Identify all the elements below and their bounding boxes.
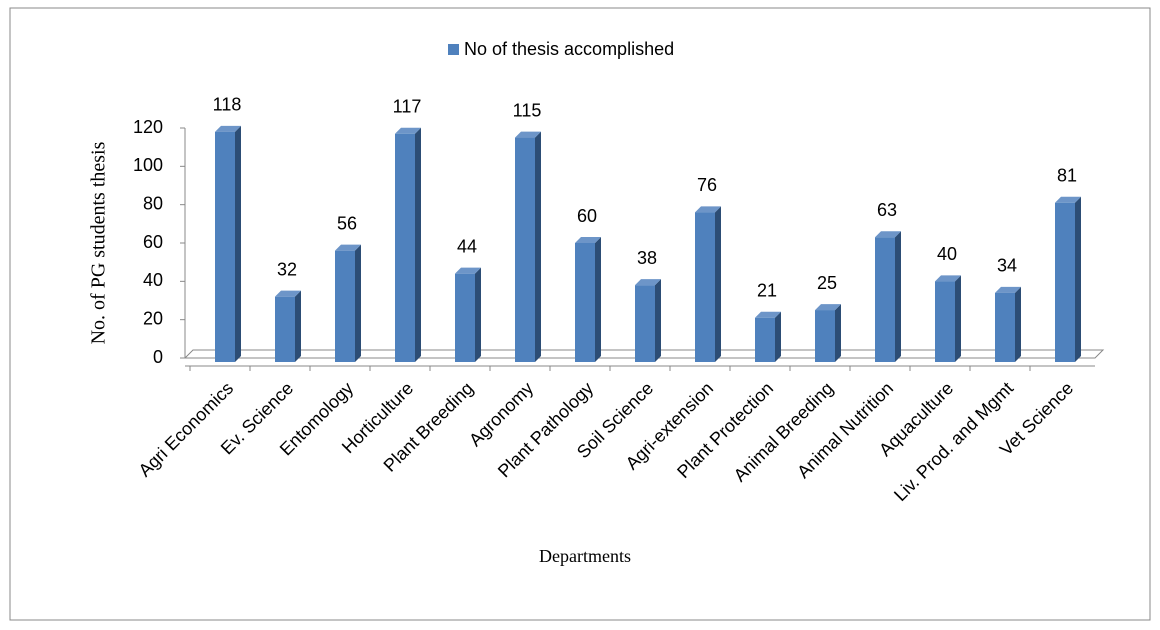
y-tick-label: 120 (133, 117, 163, 137)
bar-side (1015, 286, 1021, 362)
bar (635, 279, 661, 362)
bar-top (395, 127, 421, 134)
bar-top (695, 206, 721, 213)
bar-front (395, 133, 415, 362)
bar-front (215, 131, 235, 362)
bar-side (955, 275, 961, 362)
bar-side (355, 244, 361, 362)
bar-side (295, 290, 301, 362)
bar-top (515, 131, 541, 138)
bar (815, 304, 841, 362)
bar (995, 286, 1021, 362)
bar (515, 131, 541, 362)
bar-front (935, 281, 955, 362)
bar-top (575, 237, 601, 243)
bar (575, 237, 601, 362)
bar (395, 127, 421, 362)
bar (695, 206, 721, 362)
data-label: 60 (577, 206, 597, 226)
bar (755, 311, 781, 362)
bar-top (875, 231, 901, 238)
bar-top (275, 290, 301, 297)
data-label: 34 (997, 256, 1017, 276)
bar-side (475, 267, 481, 362)
y-tick-label: 20 (143, 308, 163, 328)
bar (875, 231, 901, 362)
bar-front (995, 292, 1015, 362)
y-tick-label: 0 (153, 347, 163, 367)
data-label: 81 (1057, 166, 1077, 186)
bar-side (535, 131, 541, 362)
data-label: 21 (757, 281, 777, 301)
bar (935, 275, 961, 362)
x-tick-label: Agri Economics (135, 378, 238, 481)
bar-top (335, 244, 361, 251)
bar-side (235, 125, 241, 362)
bar (275, 290, 301, 362)
bar-front (1055, 202, 1075, 362)
bar-front (275, 296, 295, 362)
bar-side (775, 311, 781, 362)
bar-side (895, 231, 901, 362)
bar-side (415, 127, 421, 362)
y-tick-label: 40 (143, 270, 163, 290)
legend-label: No of thesis accomplished (464, 39, 674, 59)
bar (1055, 196, 1081, 362)
data-label: 76 (697, 175, 717, 195)
data-label: 117 (393, 97, 422, 117)
y-tick-label: 100 (133, 155, 163, 175)
data-label: 40 (937, 244, 957, 264)
data-label: 115 (513, 100, 542, 120)
bar-top (935, 275, 961, 282)
data-label: 63 (877, 200, 897, 220)
bar (215, 125, 241, 362)
bar-front (575, 243, 595, 362)
x-axis-title: Departments (539, 546, 631, 566)
bar-front (755, 317, 775, 362)
bar-top (455, 267, 481, 274)
bar-side (595, 237, 601, 362)
bar-top (635, 279, 661, 286)
y-axis-title: No. of PG students thesis (88, 141, 110, 344)
data-label: 32 (277, 259, 297, 279)
bar-front (455, 273, 475, 362)
bar-side (1075, 196, 1081, 362)
data-label: 44 (457, 236, 477, 256)
data-label: 25 (817, 273, 837, 293)
bar-side (835, 304, 841, 362)
bar-top (815, 304, 841, 311)
bar-front (695, 212, 715, 362)
bar-top (1055, 196, 1081, 203)
bar-front (815, 310, 835, 362)
bar (455, 267, 481, 362)
data-label: 118 (213, 95, 242, 115)
bar-top (755, 311, 781, 318)
bar-top (995, 286, 1021, 293)
legend-swatch (448, 44, 459, 55)
bar-front (335, 250, 355, 362)
y-tick-label: 60 (143, 232, 163, 252)
bar (335, 244, 361, 362)
chart-border (9, 7, 1151, 621)
bar-side (715, 206, 721, 362)
data-label: 38 (637, 248, 657, 268)
data-label: 56 (337, 213, 357, 233)
bar-side (655, 279, 661, 362)
bar-front (635, 285, 655, 362)
bar-top (215, 125, 241, 132)
bar-front (875, 237, 895, 362)
bar-front (515, 137, 535, 362)
y-tick-label: 80 (143, 193, 163, 213)
